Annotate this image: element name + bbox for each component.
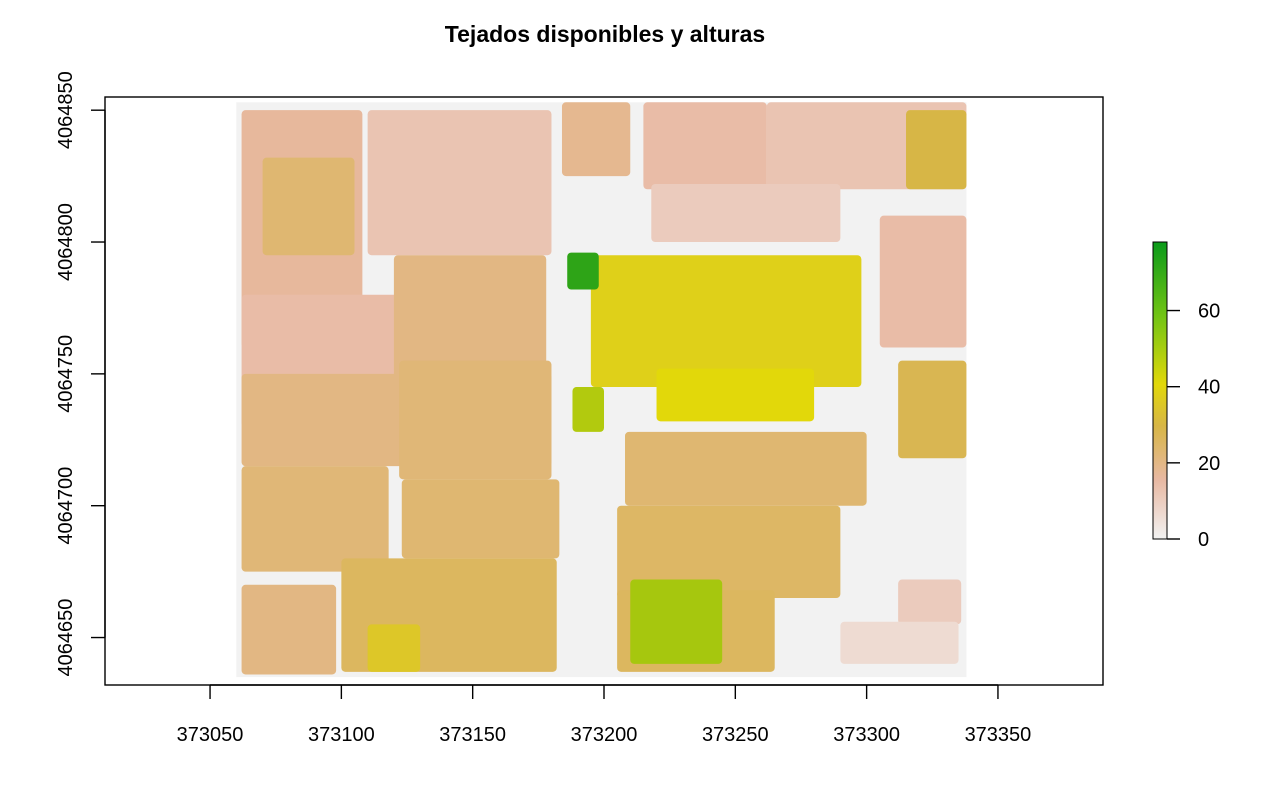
raster-building xyxy=(656,368,815,422)
color-legend: 0 20 40 60 xyxy=(1152,241,1220,551)
raster-building xyxy=(630,579,723,664)
x-tick-label: 373100 xyxy=(308,724,375,746)
x-tick-label: 373250 xyxy=(702,724,769,746)
raster-building xyxy=(241,584,337,675)
raster-building xyxy=(241,466,389,572)
y-tick-label: 4064700 xyxy=(55,467,77,545)
raster-building xyxy=(399,360,552,480)
y-tick-label: 4064850 xyxy=(55,71,77,149)
raster-building xyxy=(262,157,355,256)
y-axis: 4064650 4064700 4064750 4064800 4064850 xyxy=(55,71,106,677)
raster-building xyxy=(898,579,962,625)
raster-layer xyxy=(236,102,967,678)
x-tick-label: 373300 xyxy=(833,724,900,746)
x-tick-label: 373150 xyxy=(439,724,506,746)
raster-building xyxy=(643,102,767,190)
x-tick-label: 373050 xyxy=(177,724,244,746)
x-axis: 373050 373100 373150 373200 373250 373300 3733… xyxy=(177,684,1032,746)
legend-tick-label: 60 xyxy=(1198,301,1220,323)
x-tick-label: 373200 xyxy=(571,724,638,746)
legend-tick-label: 0 xyxy=(1198,529,1209,551)
raster-building xyxy=(617,505,841,598)
raster-building xyxy=(906,110,967,190)
legend-colorbar xyxy=(1152,241,1168,540)
y-tick-label: 4064650 xyxy=(55,599,77,677)
raster-building xyxy=(367,110,552,256)
raster-building xyxy=(898,360,967,459)
y-tick-label: 4064800 xyxy=(55,203,77,281)
raster-building xyxy=(567,252,599,290)
raster-building xyxy=(561,102,631,177)
legend-ticks: 0 20 40 60 xyxy=(1167,301,1220,551)
raster-building xyxy=(840,621,959,664)
raster-building xyxy=(367,624,421,672)
legend-tick-label: 40 xyxy=(1198,377,1220,399)
x-tick-label: 373350 xyxy=(965,724,1032,746)
legend-tick-label: 20 xyxy=(1198,453,1220,475)
raster-building xyxy=(651,184,841,243)
y-tick-label: 4064750 xyxy=(55,335,77,413)
raster-building xyxy=(572,387,604,432)
raster-building xyxy=(401,479,560,559)
raster-building xyxy=(590,255,862,388)
raster-building xyxy=(879,215,967,348)
raster-building xyxy=(625,431,867,506)
chart-title: Tejados disponibles y alturas xyxy=(445,21,765,47)
